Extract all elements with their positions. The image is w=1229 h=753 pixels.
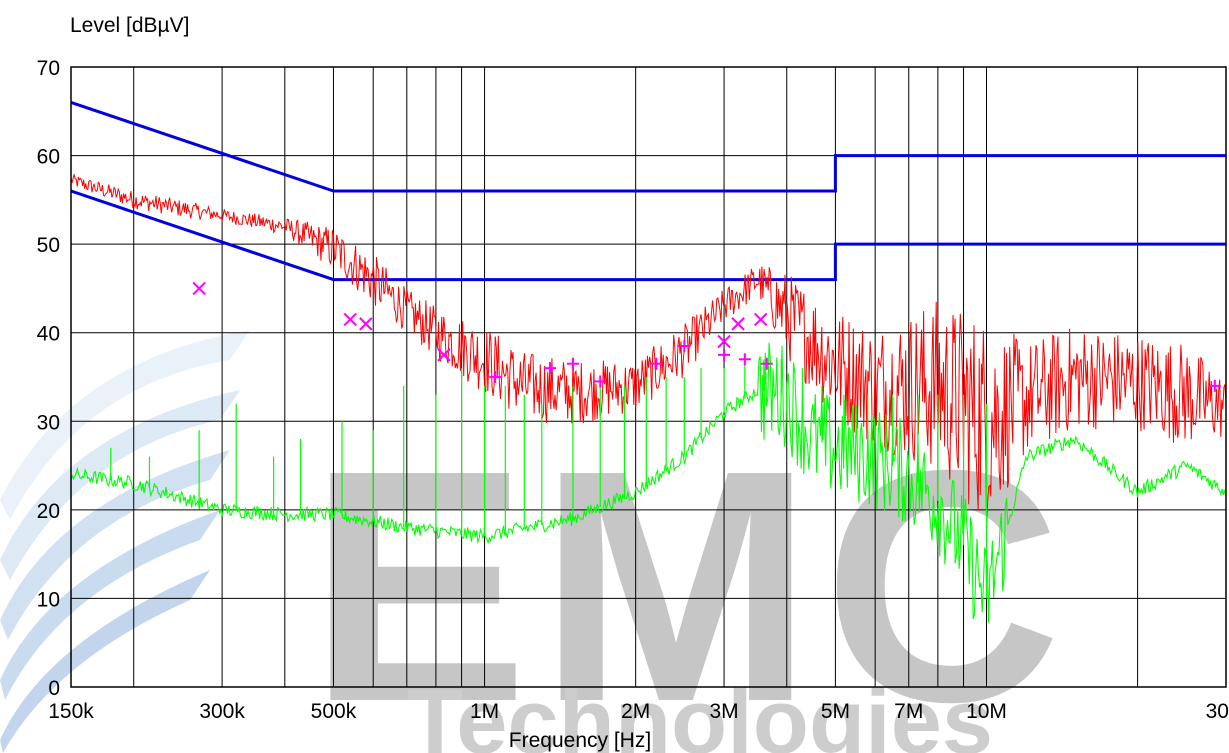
x-tick-label: 150k <box>48 700 94 723</box>
avg-marker-plus <box>566 357 579 370</box>
avg-marker-plus <box>650 357 663 370</box>
x-tick-label: 300k <box>199 700 245 723</box>
qp-marker-x <box>437 348 451 362</box>
avg-marker-plus <box>1208 379 1221 392</box>
y-tick-label: 40 <box>37 323 60 346</box>
avg-marker-plus <box>718 348 731 361</box>
qp-marker-x <box>754 312 768 327</box>
x-tick-label: 2M <box>621 700 650 723</box>
watermark-swirl <box>0 330 250 753</box>
tick-labels: 150k 300k 500k 1M 2M 3M 5M 7M 10M 30M 0 10 20 30 40 50 6… <box>37 57 1229 723</box>
x-tick-label: 7M <box>894 700 923 723</box>
x-tick-label: 5M <box>821 700 850 723</box>
y-tick-label: 50 <box>37 234 60 257</box>
y-tick-label: 10 <box>37 588 60 611</box>
limit-line-quasi-peak <box>70 100 1226 193</box>
qp-marker-x <box>192 281 206 296</box>
y-tick-label: 30 <box>37 411 60 434</box>
plot-markers <box>192 281 1221 392</box>
watermark-main-text: EMC <box>308 401 1071 753</box>
plot-frame <box>70 66 1227 688</box>
x-tick-label: 3M <box>709 700 738 723</box>
x-tick-label: 500k <box>311 700 357 723</box>
avg-marker-plus <box>760 357 773 370</box>
limit-line-average <box>70 189 1226 282</box>
avg-marker-plus <box>543 362 556 375</box>
qp-marker-x <box>717 334 731 349</box>
watermark: EMC Technologies <box>0 330 1071 753</box>
avg-marker-plus <box>489 371 502 383</box>
watermark-sub-text: Technologies <box>407 671 993 753</box>
qp-marker-x <box>731 317 745 331</box>
peak-trace <box>70 174 1227 523</box>
x-tick-label: 10M <box>966 700 1007 723</box>
y-tick-label: 70 <box>37 57 60 80</box>
y-tick-label: 60 <box>37 146 60 169</box>
x-axis-label: Frequency [Hz] <box>509 729 651 752</box>
qp-marker-x <box>343 312 357 327</box>
y-tick-label: 20 <box>37 500 60 523</box>
avg-marker-plus <box>678 340 691 352</box>
x-tick-label: 1M <box>470 700 499 723</box>
avg-marker-plus <box>594 375 607 388</box>
y-axis-label: Level [dBµV] <box>70 14 190 37</box>
qp-marker-x <box>359 317 373 331</box>
average-trace <box>70 342 1227 623</box>
avg-marker-plus <box>738 353 751 366</box>
y-tick-label: 0 <box>48 677 60 700</box>
x-tick-label: 30M <box>1206 700 1229 723</box>
plot-traces <box>70 100 1227 623</box>
